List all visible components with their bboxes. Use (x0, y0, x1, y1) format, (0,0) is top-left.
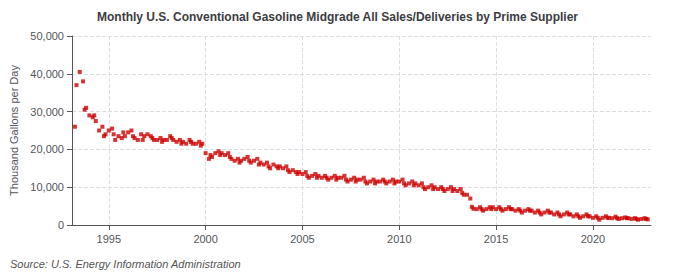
svg-text:20,000: 20,000 (30, 143, 64, 155)
svg-text:Monthly U.S. Conventional Gaso: Monthly U.S. Conventional Gasoline Midgr… (97, 10, 578, 24)
svg-text:0: 0 (58, 219, 64, 231)
svg-text:2000: 2000 (193, 233, 217, 245)
svg-text:50,000: 50,000 (30, 30, 64, 42)
svg-text:2015: 2015 (484, 233, 508, 245)
svg-text:10,000: 10,000 (30, 181, 64, 193)
svg-text:2020: 2020 (581, 233, 605, 245)
svg-text:1995: 1995 (97, 233, 121, 245)
svg-text:Thousand Gallons per Day: Thousand Gallons per Day (8, 65, 20, 196)
svg-text:40,000: 40,000 (30, 68, 64, 80)
svg-text:Source: U.S. Energy Informatio: Source: U.S. Energy Information Administ… (10, 258, 241, 270)
svg-text:2005: 2005 (290, 233, 314, 245)
svg-text:2010: 2010 (387, 233, 411, 245)
svg-text:30,000: 30,000 (30, 106, 64, 118)
